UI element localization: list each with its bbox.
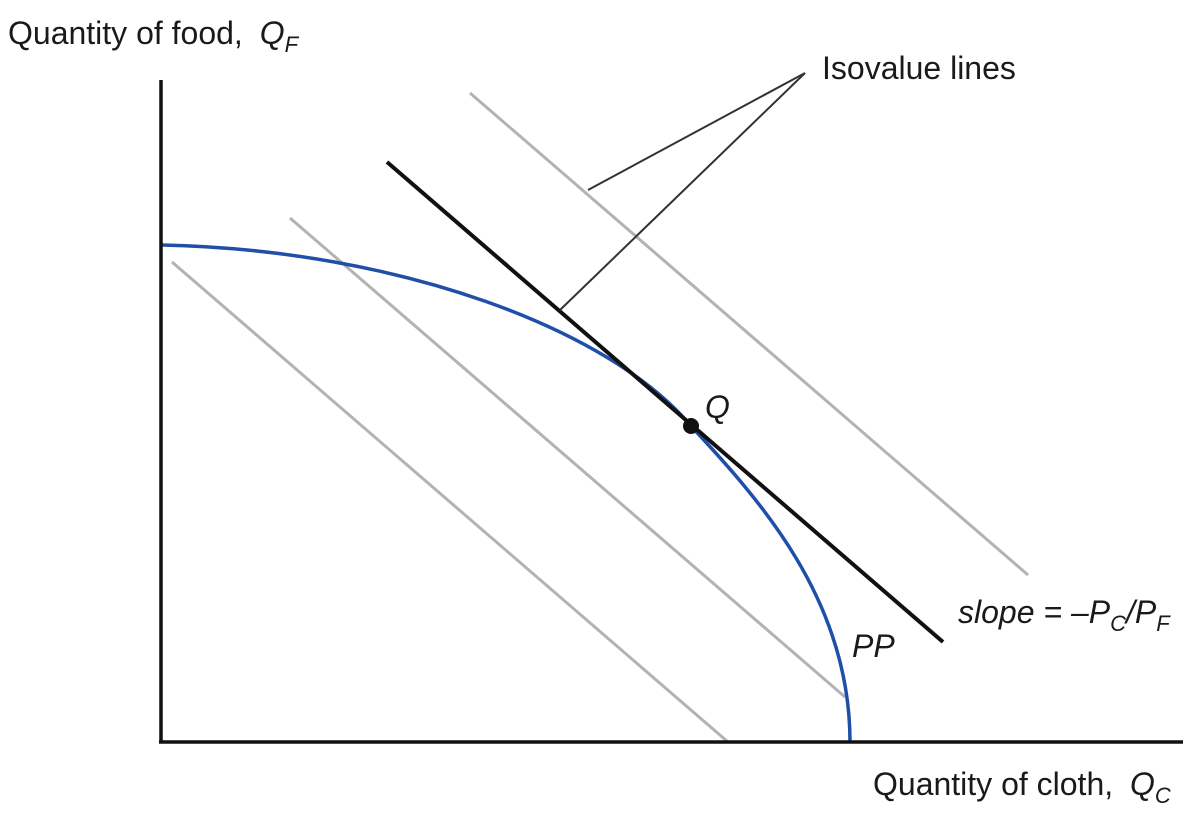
pp-curve [161, 243, 852, 743]
isovalue-line-high [469, 91, 1029, 577]
x-axis-title: Quantity of cloth, QC [873, 766, 1171, 808]
slope-label-mid: /P [1124, 594, 1157, 630]
y-axis-symbol-sub: F [285, 32, 300, 57]
leader-line-tangent [559, 72, 806, 311]
y-axis-symbol: Q [260, 15, 285, 51]
isovalue-line-low [171, 260, 729, 744]
slope-label: slope = –PC/PF [958, 594, 1171, 636]
isovalue-lines-label: Isovalue lines [822, 50, 1016, 86]
slope-label-sub-c: C [1110, 611, 1126, 636]
isovalue-line-mid [289, 216, 846, 699]
point-q-label: Q [705, 389, 730, 425]
y-axis-title: Quantity of food, QF [8, 15, 300, 57]
slope-label-sub-f: F [1156, 611, 1171, 636]
tangency-point-q [683, 418, 699, 434]
x-axis-symbol-sub: C [1155, 783, 1171, 808]
x-axis-title-text: Quantity of cloth, [873, 766, 1113, 802]
pp-curve-label: PP [852, 628, 895, 664]
leader-line-high [587, 72, 806, 191]
y-axis-title-text: Quantity of food, [8, 15, 243, 51]
x-axis-symbol: Q [1130, 766, 1155, 802]
slope-label-prefix: slope = –P [958, 594, 1111, 630]
tangent-isovalue-line [385, 160, 945, 644]
